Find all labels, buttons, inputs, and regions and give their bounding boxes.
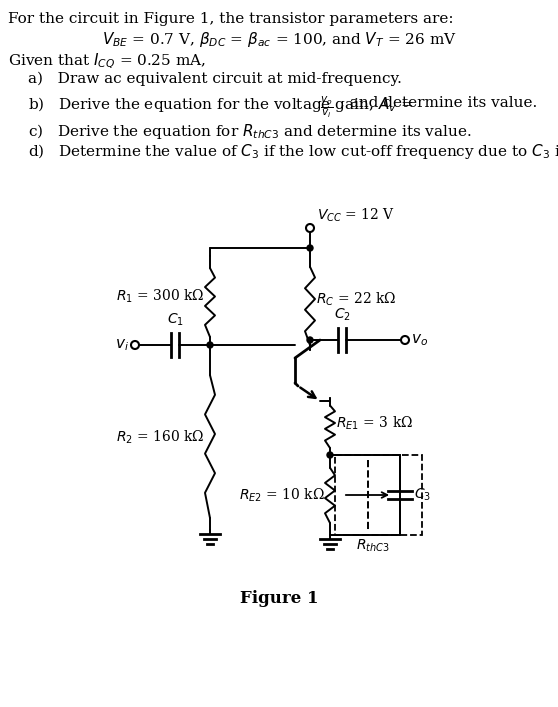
Text: $C_1$: $C_1$ [166,312,184,328]
Text: $C_3$: $C_3$ [414,487,431,503]
Text: Figure 1: Figure 1 [240,590,318,607]
Text: $V_{CC}$ = 12 V: $V_{CC}$ = 12 V [317,206,395,224]
Text: $R_{E1}$ = 3 kΩ: $R_{E1}$ = 3 kΩ [336,414,413,432]
Circle shape [307,245,313,251]
Text: b)   Derive the equation for the voltage gain, $A_v$ =: b) Derive the equation for the voltage g… [28,95,415,114]
Circle shape [207,342,213,348]
Text: $R_1$ = 300 kΩ: $R_1$ = 300 kΩ [117,288,205,305]
Text: $C_2$: $C_2$ [334,307,350,323]
Text: $R_C$ = 22 kΩ: $R_C$ = 22 kΩ [316,291,396,308]
Text: $v_o$: $v_o$ [411,332,428,348]
Text: $V_{BE}$ = 0.7 V, $\beta_{DC}$ = $\beta_{ac}$ = 100, and $V_T$ = 26 mV: $V_{BE}$ = 0.7 V, $\beta_{DC}$ = $\beta_… [102,30,456,49]
Text: $R_{E2}$ = 10 kΩ: $R_{E2}$ = 10 kΩ [239,486,325,503]
Text: a)   Draw ac equivalent circuit at mid-frequency.: a) Draw ac equivalent circuit at mid-fre… [28,72,402,86]
Text: $\frac{v_o}{v_i}$: $\frac{v_o}{v_i}$ [320,95,333,120]
Text: $R_{thC3}$: $R_{thC3}$ [355,538,389,554]
Circle shape [327,452,333,458]
Text: $R_2$ = 160 kΩ: $R_2$ = 160 kΩ [117,429,205,446]
Text: For the circuit in Figure 1, the transistor parameters are:: For the circuit in Figure 1, the transis… [8,12,454,26]
Text: Given that $I_{CQ}$ = 0.25 mA,: Given that $I_{CQ}$ = 0.25 mA, [8,52,206,71]
Text: , and determine its value.: , and determine its value. [340,95,537,109]
Circle shape [307,337,313,343]
Text: c)   Derive the equation for $R_{thC3}$ and determine its value.: c) Derive the equation for $R_{thC3}$ an… [28,122,472,141]
Bar [335,455,422,535]
Text: d)   Determine the value of $C_3$ if the low cut-off frequency due to $C_3$ is 6: d) Determine the value of $C_3$ if the l… [28,142,558,161]
Text: $v_i$: $v_i$ [115,337,129,353]
